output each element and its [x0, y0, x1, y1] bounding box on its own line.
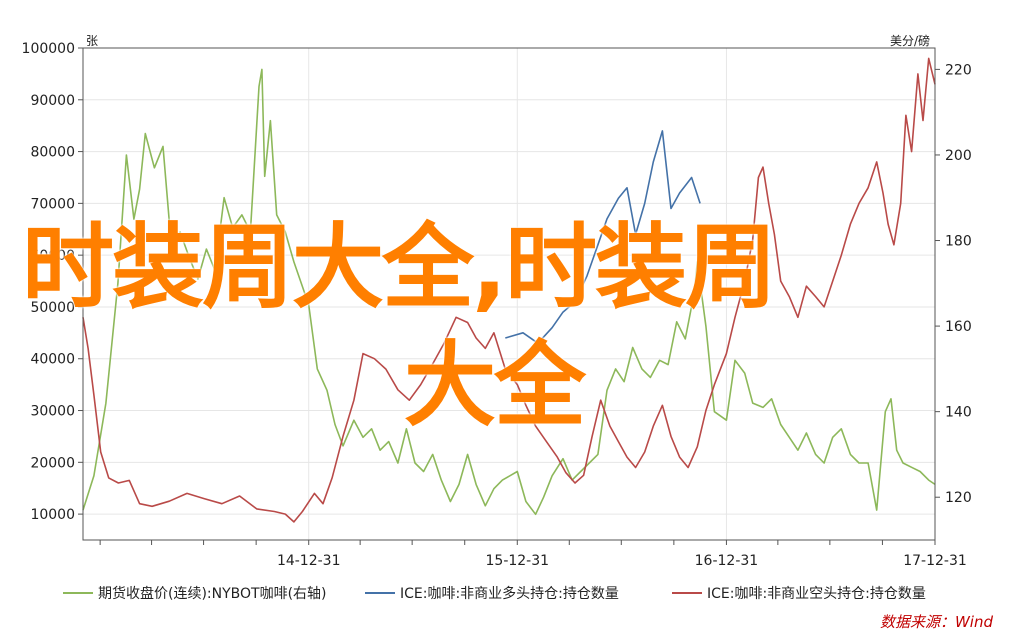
overlay-title-line2: 大全: [404, 332, 586, 439]
left-tick-label: 90000: [30, 93, 75, 109]
legend-label: 期货收盘价(连续):NYBOT咖啡(右轴): [98, 585, 327, 602]
left-tick-label: 70000: [30, 196, 75, 212]
legend-label: ICE:咖啡:非商业多头持仓:持仓数量: [400, 585, 619, 602]
axes: 张 美分/磅 100000 90000 80000 70000 60000 50000 40…: [22, 33, 972, 569]
right-tick-label: 220: [945, 62, 972, 78]
left-axis-unit: 张: [86, 34, 98, 48]
plot-frame: [82, 47, 936, 541]
x-tick-label: 15-12-31: [486, 553, 550, 569]
series-line-2: [505, 130, 701, 345]
left-tick-label: 20000: [30, 455, 75, 471]
left-tick-label: 40000: [30, 352, 75, 368]
x-tick-label: 16-12-31: [695, 553, 759, 569]
right-tick-label: 200: [945, 148, 972, 164]
right-tick-label: 140: [945, 405, 972, 421]
legend: 期货收盘价(连续):NYBOT咖啡(右轴) ICE:咖啡:非商业多头持仓:持仓数量…: [63, 585, 926, 602]
left-tick-label: 100000: [22, 41, 75, 57]
right-axis-unit: 美分/磅: [890, 33, 930, 48]
right-tick-label: 120: [945, 490, 972, 506]
left-tick-label: 50000: [30, 300, 75, 316]
series-line-3: [82, 57, 936, 523]
left-tick-label: 60000: [30, 248, 75, 264]
left-tick-label: 30000: [30, 404, 75, 420]
source-note: 数据来源：Wind: [880, 613, 994, 631]
gridlines: [83, 47, 936, 540]
right-tick-label: 160: [945, 319, 972, 335]
x-tick-label: 17-12-31: [903, 553, 967, 569]
series-line-1: [82, 68, 936, 516]
x-tick-label: 14-12-31: [277, 553, 341, 569]
overlay-title-line1: 时装周大全,时装周: [22, 214, 777, 321]
series-lines: [82, 57, 936, 523]
left-tick-label: 10000: [30, 507, 75, 523]
right-tick-label: 180: [945, 234, 972, 250]
left-tick-label: 80000: [30, 145, 75, 161]
legend-label: ICE:咖啡:非商业空头持仓:持仓数量: [707, 586, 926, 602]
